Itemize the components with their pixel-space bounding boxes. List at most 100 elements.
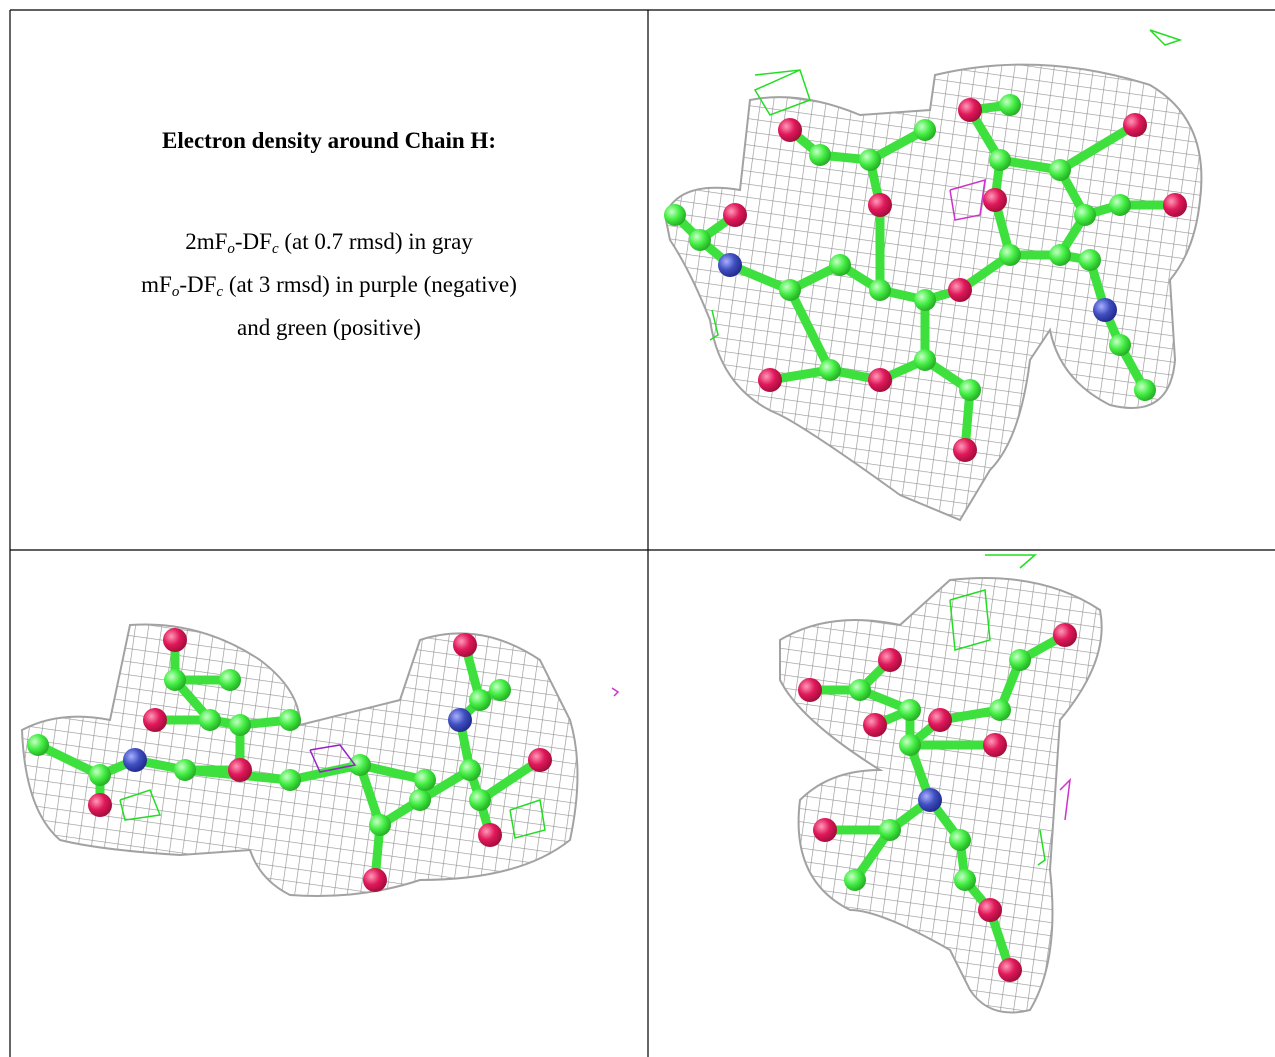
atom (229, 714, 251, 736)
atom (878, 648, 902, 672)
atom (469, 689, 491, 711)
atom (143, 708, 167, 732)
atom (899, 699, 921, 721)
atom (863, 713, 887, 737)
atom (798, 678, 822, 702)
atom (1123, 113, 1147, 137)
text: and green (positive) (237, 315, 421, 340)
atom (664, 204, 686, 226)
legend-line: 2mFo-DFc (at 0.7 rmsd) in gray (12, 224, 646, 267)
difference-density (1060, 780, 1070, 820)
atom (778, 118, 802, 142)
atom (918, 788, 942, 812)
atom (844, 869, 866, 891)
atom (953, 438, 977, 462)
text: -DF (235, 229, 272, 254)
atom (914, 349, 936, 371)
atom (999, 244, 1021, 266)
atom (978, 898, 1002, 922)
atom (409, 789, 431, 811)
atom (914, 289, 936, 311)
atom (164, 669, 186, 691)
text: -DF (179, 272, 216, 297)
atom (914, 119, 936, 141)
atom (998, 958, 1022, 982)
atom (279, 769, 301, 791)
atom (1109, 194, 1131, 216)
atom (88, 793, 112, 817)
atom (1009, 649, 1031, 671)
atom (809, 144, 831, 166)
atom (414, 769, 436, 791)
atom (478, 823, 502, 847)
text: (at 3 rmsd) in purple (negative) (223, 272, 517, 297)
atom (958, 98, 982, 122)
atom (528, 748, 552, 772)
atom (829, 254, 851, 276)
atom (199, 709, 221, 731)
atom (1093, 298, 1117, 322)
density-mesh (22, 624, 578, 896)
atom (879, 819, 901, 841)
atom (369, 814, 391, 836)
atom (723, 203, 747, 227)
atom (928, 708, 952, 732)
atom (453, 633, 477, 657)
legend-line: mFo-DFc (at 3 rmsd) in purple (negative) (12, 267, 646, 310)
difference-density (1150, 30, 1180, 45)
caption-title: Electron density around Chain H: (12, 128, 646, 154)
caption: Electron density around Chain H: 2mFo-DF… (12, 128, 646, 346)
atom (1074, 204, 1096, 226)
atom (228, 758, 252, 782)
atom (123, 748, 147, 772)
atom (27, 734, 49, 756)
text: 2mF (185, 229, 227, 254)
atom (1049, 244, 1071, 266)
atom (813, 818, 837, 842)
atom (174, 759, 196, 781)
atom (489, 679, 511, 701)
atom (868, 368, 892, 392)
atom (954, 869, 976, 891)
atom (279, 709, 301, 731)
atom (899, 734, 921, 756)
atom (448, 708, 472, 732)
atom (758, 368, 782, 392)
difference-density (985, 555, 1035, 568)
atom (949, 829, 971, 851)
atom (89, 764, 111, 786)
atom (989, 699, 1011, 721)
atom (363, 868, 387, 892)
atom (959, 379, 981, 401)
atom (689, 229, 711, 251)
subscript: c (272, 241, 279, 257)
atom (779, 279, 801, 301)
atom (459, 759, 481, 781)
text: (at 0.7 rmsd) in gray (279, 229, 473, 254)
atom (989, 149, 1011, 171)
atom (859, 149, 881, 171)
atom (718, 253, 742, 277)
atom (1109, 334, 1131, 356)
atom (1079, 249, 1101, 271)
atom (1053, 623, 1077, 647)
atom (983, 733, 1007, 757)
text: mF (141, 272, 172, 297)
atom (869, 279, 891, 301)
atom (849, 679, 871, 701)
subscript: o (227, 241, 235, 257)
atom (819, 359, 841, 381)
atom (1049, 159, 1071, 181)
legend-line: and green (positive) (12, 310, 646, 346)
atom (999, 94, 1021, 116)
atom (1134, 379, 1156, 401)
atom (983, 188, 1007, 212)
atom (163, 628, 187, 652)
atom (868, 193, 892, 217)
atom (219, 669, 241, 691)
atom (948, 278, 972, 302)
page: Electron density around Chain H: 2mFo-DF… (0, 0, 1275, 1057)
atom (1163, 193, 1187, 217)
atom (469, 789, 491, 811)
difference-density (612, 688, 618, 696)
